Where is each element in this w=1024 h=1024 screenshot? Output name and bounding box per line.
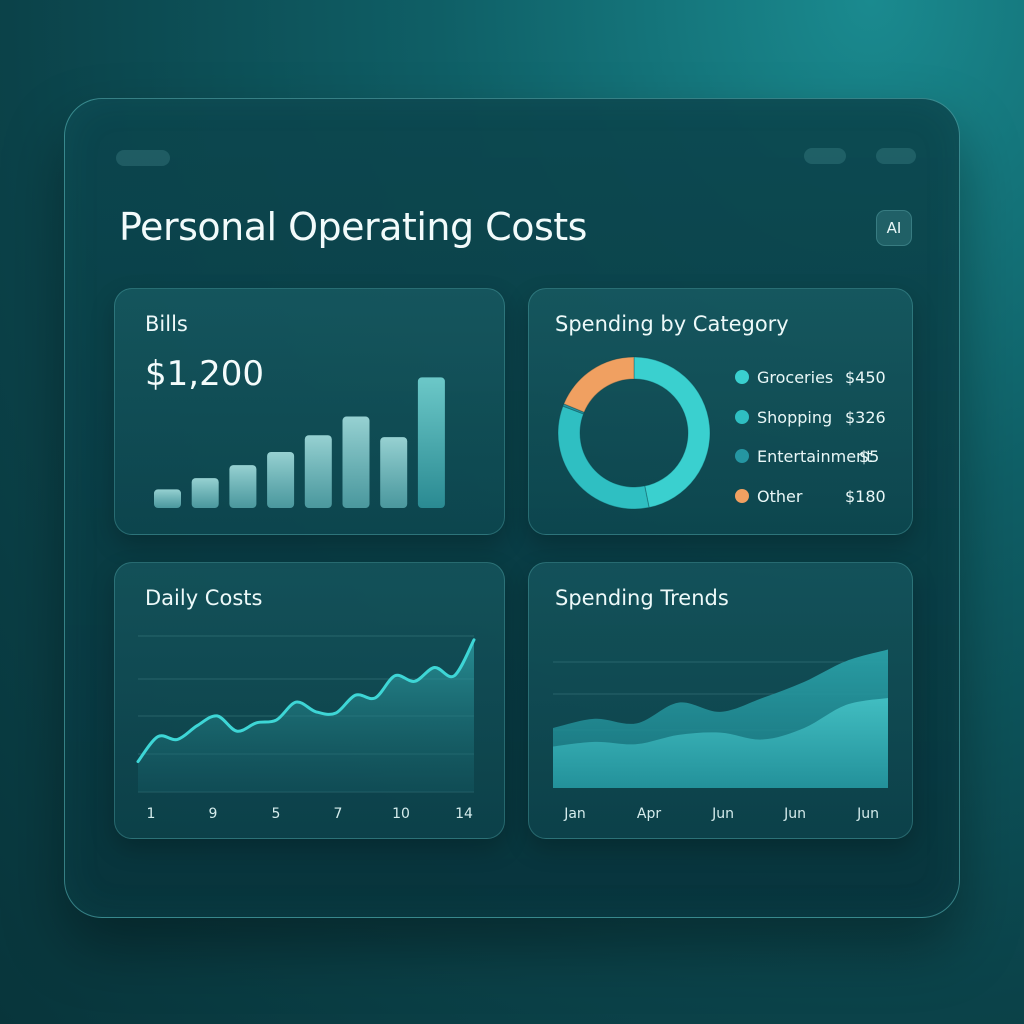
trend-area-2[interactable] (553, 698, 888, 788)
legend-label: Entertainment (757, 446, 873, 466)
x-tick-label: Jun (711, 806, 734, 822)
daily-line[interactable] (136, 638, 476, 764)
legend-dot (735, 449, 749, 463)
window-control-right-1 (804, 148, 846, 164)
window-control-left (116, 150, 170, 166)
spending-trends-area-chart: Jan Apr Jun Jun Jun (553, 649, 888, 822)
legend-item[interactable]: Other $180 (735, 485, 886, 507)
bill-bar[interactable] (154, 489, 181, 508)
x-tick-label: 1 (147, 806, 156, 822)
legend-item[interactable]: Entertainment $5 (735, 445, 879, 467)
legend-value: $326 (845, 407, 886, 427)
page-title: Personal Operating Costs (119, 205, 587, 249)
category-title: Spending by Category (555, 312, 789, 336)
bill-bar[interactable] (380, 437, 408, 508)
legend-label: Groceries (757, 367, 834, 387)
daily-area (138, 639, 474, 792)
daily-costs-area-chart: 1 9 5 7 10 14 (136, 635, 476, 822)
bills-bar-chart (154, 377, 445, 508)
category-donut-chart (557, 356, 711, 510)
x-tick-label: 7 (334, 806, 343, 822)
legend-dot (735, 410, 749, 424)
legend-value: $180 (845, 486, 886, 506)
daily-costs-title: Daily Costs (145, 586, 263, 610)
x-tick-label: Jan (563, 806, 586, 822)
bill-bar[interactable] (229, 465, 257, 508)
spending-trends-title: Spending Trends (555, 586, 729, 610)
legend-dot (735, 370, 749, 384)
legend-dot (735, 489, 749, 503)
legend-item[interactable]: Groceries $450 (735, 366, 886, 388)
bills-title: Bills (145, 312, 188, 336)
bill-bar[interactable] (417, 377, 445, 508)
x-tick-label: 5 (272, 806, 281, 822)
bill-bar[interactable] (342, 416, 370, 508)
legend-label: Other (757, 486, 803, 506)
legend-value: $5 (859, 446, 880, 466)
x-tick-label: 10 (392, 806, 410, 822)
bill-bar[interactable] (267, 452, 295, 508)
bill-bar[interactable] (304, 435, 332, 508)
x-tick-label: Apr (637, 806, 661, 822)
legend-value: $450 (845, 367, 886, 387)
x-tick-label: Jun (856, 806, 879, 822)
legend-label: Shopping (757, 407, 833, 427)
x-tick-label: Jun (783, 806, 806, 822)
donut-slice[interactable] (633, 356, 711, 509)
donut-slice[interactable] (557, 405, 650, 510)
bills-amount: $1,200 (145, 354, 264, 394)
donut-slice[interactable] (563, 356, 635, 413)
bill-bar[interactable] (191, 478, 219, 508)
ai-button[interactable]: AI (876, 210, 912, 246)
window-control-right-2 (876, 148, 916, 164)
legend-item[interactable]: Shopping $326 (735, 406, 886, 428)
x-tick-label: 14 (455, 806, 473, 822)
x-tick-label: 9 (209, 806, 218, 822)
